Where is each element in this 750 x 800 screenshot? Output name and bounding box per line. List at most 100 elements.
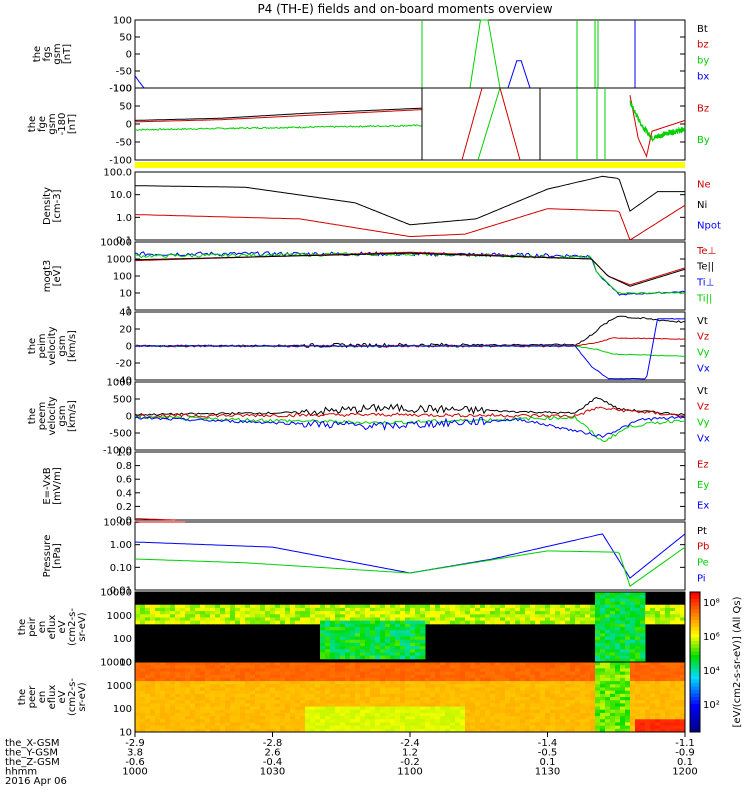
spectrogram-cell: [455, 620, 461, 625]
spectrogram-cell: [140, 725, 146, 730]
spectrogram-cell: [600, 668, 606, 673]
legend-entry: Vx: [697, 363, 710, 374]
y-tick-label: 0.6: [116, 475, 132, 486]
legend-entry: Pi: [697, 573, 706, 584]
spectrogram-cell: [580, 677, 586, 682]
spectrogram-cell: [470, 700, 476, 704]
spectrogram-cell: [180, 722, 186, 727]
spectrogram-cell: [545, 677, 551, 682]
legend-entry: Vz: [697, 332, 709, 343]
spectrogram-cell: [370, 639, 376, 644]
spectrogram-cell: [150, 674, 156, 679]
spectrogram-cell: [455, 709, 461, 714]
spectrogram-cell: [280, 617, 286, 622]
spectrogram-cell: [395, 642, 401, 647]
spectrogram-cell: [470, 719, 476, 723]
spectrogram-cell: [375, 617, 381, 622]
spectrogram-cell: [410, 611, 416, 615]
spectrogram-cell: [275, 706, 281, 711]
spectrogram-cell: [210, 700, 216, 704]
spectrogram-cell: [410, 633, 416, 638]
quality-flag-bar: [135, 162, 685, 168]
spectrogram-cell: [660, 681, 666, 685]
spectrogram-cell: [180, 617, 186, 622]
spectrogram-cell: [335, 636, 341, 641]
spectrogram-cell: [540, 614, 546, 618]
spectrogram-cell: [290, 703, 296, 708]
spectrogram-cell: [145, 687, 151, 692]
spectrogram-cell: [600, 703, 606, 708]
spectrogram-cell: [595, 623, 601, 628]
spectrogram-cell: [295, 693, 301, 698]
spectrogram-cell: [545, 665, 551, 669]
spectrogram-cell: [620, 697, 626, 701]
spectrogram-cell: [380, 620, 386, 625]
spectrogram-cell: [335, 681, 341, 685]
spectrogram-cell: [310, 681, 316, 685]
spectrogram-cell: [285, 604, 291, 609]
spectrogram-cell: [155, 690, 161, 695]
spectrogram-cell: [655, 719, 661, 723]
spectrogram-cell: [555, 611, 561, 615]
spectrogram-cell: [285, 712, 291, 717]
spectrogram-cell: [305, 614, 311, 618]
spectrogram-cell: [575, 693, 581, 698]
spectrogram-cell: [340, 623, 346, 628]
spectrogram-cell: [645, 611, 651, 615]
spectrogram-cell: [530, 611, 536, 615]
spectrogram-cell: [635, 725, 641, 730]
spectrogram-cell: [250, 668, 256, 673]
spectrogram-cell: [420, 604, 426, 609]
spectrogram-cell: [335, 706, 341, 711]
spectrogram-cell: [395, 639, 401, 644]
spectrogram-cell: [210, 607, 216, 612]
spectrogram-cell: [330, 623, 336, 628]
spectrogram-cell: [670, 712, 676, 717]
spectrogram-cell: [515, 703, 521, 708]
spectrogram-cell: [195, 697, 201, 701]
spectrogram-cell: [415, 709, 421, 714]
spectrogram-cell: [565, 722, 571, 727]
spectrogram-cell: [300, 716, 306, 720]
spectrogram-cell: [210, 684, 216, 688]
spectrogram-cell: [595, 693, 601, 698]
spectrogram-cell: [595, 728, 601, 733]
spectrogram-cell: [635, 716, 641, 720]
spectrogram-cell: [630, 684, 636, 688]
spectrogram-cell: [300, 690, 306, 695]
spectrogram-cell: [480, 607, 486, 612]
spectrogram-cell: [185, 604, 191, 609]
spectrogram-cell: [330, 655, 336, 660]
spectrogram-cell: [440, 703, 446, 708]
spectrogram-cell: [460, 607, 466, 612]
spectrogram-cell: [370, 620, 376, 625]
spectrogram-cell: [235, 716, 241, 720]
spectrogram-cell: [265, 703, 271, 708]
spectrogram-cell: [605, 662, 611, 666]
spectrogram-cell: [555, 620, 561, 625]
x-row-label: the_Z-GSM: [5, 757, 60, 768]
spectrogram-cell: [360, 633, 366, 638]
spectrogram-cell: [605, 728, 611, 733]
y-tick-label: 10: [119, 728, 132, 739]
panel-frame: [134, 521, 686, 591]
spectrogram-cell: [295, 684, 301, 688]
spectrogram-cell: [470, 614, 476, 618]
spectrogram-cell: [420, 627, 426, 631]
spectrogram-cell: [390, 674, 396, 679]
spectrogram-cell: [580, 719, 586, 723]
panel-frame: [134, 381, 686, 451]
spectrogram-cell: [645, 697, 651, 701]
spectrogram-cell: [645, 703, 651, 708]
spectrogram-cell: [450, 604, 456, 609]
spectrogram-cell: [445, 703, 451, 708]
spectrogram-cell: [545, 712, 551, 717]
spectrogram-cell: [600, 728, 606, 733]
spectrogram-cell: [150, 684, 156, 688]
series-vx: [134, 416, 686, 439]
series-by: [469, 19, 501, 89]
spectrogram-cell: [225, 674, 231, 679]
spectrogram-cell: [350, 706, 356, 711]
spectrogram-cell: [585, 617, 591, 622]
spectrogram-cell: [655, 700, 661, 704]
